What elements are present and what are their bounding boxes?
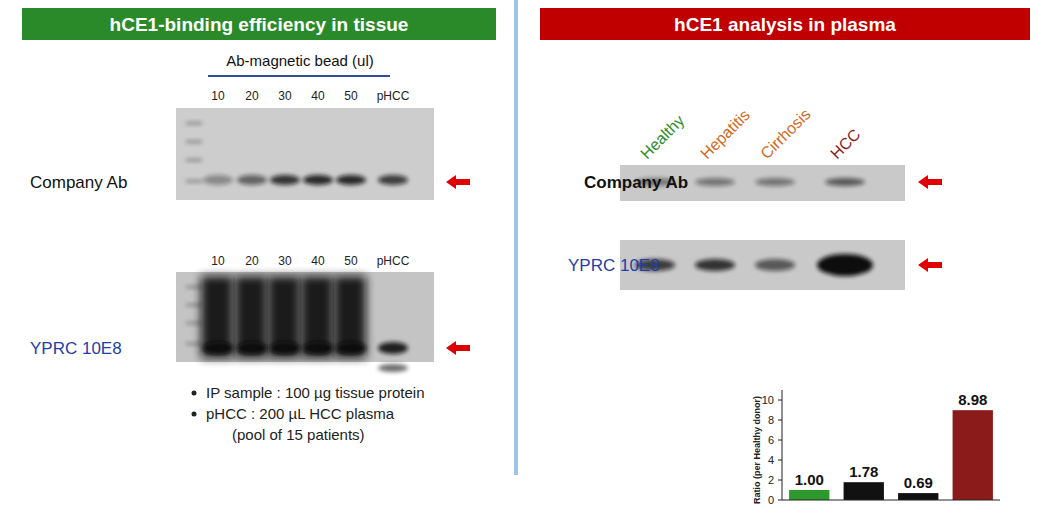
smear (301, 276, 333, 358)
blot (620, 240, 905, 290)
lane-label: 40 (311, 89, 325, 103)
lane-label: Healthy (637, 112, 687, 162)
blot (176, 108, 434, 200)
bar (953, 410, 993, 500)
lane-label: pHCC (377, 89, 410, 103)
marker-band (186, 342, 202, 345)
figure: hCE1-binding efficiency in tissue hCE1 an… (0, 0, 1049, 513)
smear (201, 276, 233, 358)
smear (334, 276, 366, 358)
lane-header-line (208, 75, 390, 77)
lane-label: 10 (211, 89, 225, 103)
band (336, 175, 366, 185)
band (336, 342, 366, 354)
y-tick-label: 0 (768, 494, 774, 506)
data-label: 8.98 (958, 391, 987, 408)
bars (789, 410, 993, 500)
band (817, 254, 873, 276)
band (237, 175, 267, 185)
left-title: hCE1-binding efficiency in tissue (110, 14, 409, 35)
blot (176, 272, 434, 362)
y-tick-label: 4 (768, 454, 774, 466)
divider (514, 0, 518, 475)
band (825, 178, 865, 186)
y-tick (778, 480, 782, 481)
lane-label: 50 (344, 254, 358, 268)
y-tick-label: 8 (768, 414, 774, 426)
arrow (918, 175, 942, 189)
marker-band (186, 159, 202, 162)
lane-label: 50 (344, 89, 358, 103)
note: pHCC : 200 µL HCC plasma (206, 405, 395, 422)
band (695, 259, 735, 271)
y-tick-label: 2 (768, 474, 774, 486)
marker-band (186, 304, 202, 307)
arrow (446, 341, 470, 355)
band (755, 259, 795, 271)
lane-label: 30 (278, 89, 292, 103)
band (237, 342, 267, 354)
y-axis-label: Ratio (per Healthy donor) (752, 396, 762, 504)
bar (898, 493, 938, 500)
data-label: 1.78 (849, 463, 878, 480)
lane-label: 40 (311, 254, 325, 268)
band (270, 342, 300, 354)
y-axis (782, 390, 783, 500)
smear (268, 276, 300, 358)
band (203, 342, 233, 354)
band (203, 175, 233, 185)
note: (pool of 15 patients) (232, 426, 365, 443)
band (378, 364, 408, 372)
x-axis (782, 500, 1000, 501)
y-tick (778, 440, 782, 441)
data-label: 1.00 (795, 471, 824, 488)
bullet (192, 412, 197, 417)
marker-band (186, 140, 202, 143)
y-tick-label: 10 (762, 394, 774, 406)
marker-band (186, 286, 202, 289)
right-title: hCE1 analysis in plasma (674, 14, 896, 35)
marker-band (186, 122, 202, 125)
band (378, 175, 408, 185)
arrow (446, 175, 470, 189)
right-header-bg (540, 8, 1030, 40)
band (303, 175, 333, 185)
row-label: Company Ab (30, 173, 127, 192)
lane-label: 20 (245, 89, 259, 103)
lane-label: 30 (278, 254, 292, 268)
y-tick (778, 500, 782, 501)
bar (789, 490, 829, 500)
marker-band (186, 322, 202, 325)
band (303, 342, 333, 354)
band (755, 178, 795, 186)
lane-header: Ab-magnetic bead (ul) (226, 52, 374, 69)
y-tick (778, 400, 782, 401)
row-label: YPRC 10E8 (568, 256, 660, 275)
lane-label: pHCC (377, 254, 410, 268)
band (270, 175, 300, 185)
y-tick-label: 6 (768, 434, 774, 446)
marker-band (186, 180, 202, 183)
left-header-bg (22, 8, 496, 40)
y-tick (778, 460, 782, 461)
row-label: Company Ab (584, 173, 688, 192)
lane-label: 10 (211, 254, 225, 268)
band (695, 178, 735, 186)
y-tick (778, 420, 782, 421)
lane-label: HCC (827, 126, 864, 163)
lane-label: Cirrhosis (757, 105, 814, 162)
arrow (918, 258, 942, 272)
row-label: YPRC 10E8 (30, 339, 122, 358)
lane-label: 20 (245, 254, 259, 268)
bar (844, 482, 884, 500)
data-label: 0.69 (904, 474, 933, 491)
lane-label: Hepatitis (697, 106, 753, 162)
note: IP sample : 100 µg tissue protein (206, 384, 425, 401)
smear (235, 276, 267, 358)
band (378, 342, 408, 354)
bullet (192, 391, 197, 396)
